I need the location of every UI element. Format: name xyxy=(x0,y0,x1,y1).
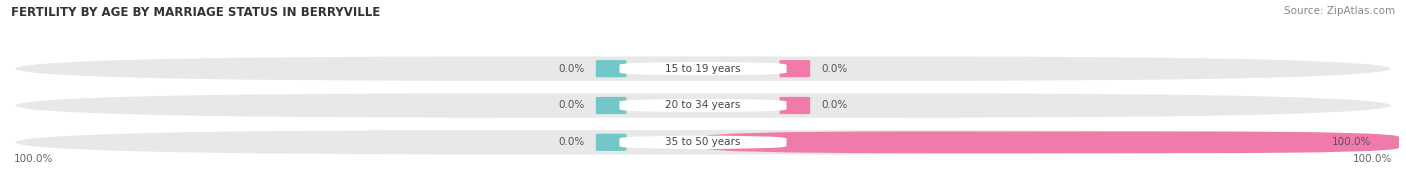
FancyBboxPatch shape xyxy=(620,135,786,149)
FancyBboxPatch shape xyxy=(703,132,1399,153)
FancyBboxPatch shape xyxy=(14,55,1392,82)
FancyBboxPatch shape xyxy=(779,97,810,114)
Text: 20 to 34 years: 20 to 34 years xyxy=(665,101,741,111)
Text: 0.0%: 0.0% xyxy=(558,137,585,147)
Text: 0.0%: 0.0% xyxy=(558,64,585,74)
FancyBboxPatch shape xyxy=(596,134,627,151)
Text: 0.0%: 0.0% xyxy=(821,64,848,74)
Text: 0.0%: 0.0% xyxy=(821,101,848,111)
Text: 100.0%: 100.0% xyxy=(14,154,53,164)
FancyBboxPatch shape xyxy=(596,97,627,114)
Text: 35 to 50 years: 35 to 50 years xyxy=(665,137,741,147)
FancyBboxPatch shape xyxy=(620,62,786,75)
FancyBboxPatch shape xyxy=(596,60,627,77)
Text: 0.0%: 0.0% xyxy=(558,101,585,111)
FancyBboxPatch shape xyxy=(14,92,1392,119)
Text: 15 to 19 years: 15 to 19 years xyxy=(665,64,741,74)
FancyBboxPatch shape xyxy=(620,99,786,112)
FancyBboxPatch shape xyxy=(779,134,810,151)
FancyBboxPatch shape xyxy=(14,129,1392,156)
FancyBboxPatch shape xyxy=(779,60,810,77)
Text: FERTILITY BY AGE BY MARRIAGE STATUS IN BERRYVILLE: FERTILITY BY AGE BY MARRIAGE STATUS IN B… xyxy=(11,6,381,19)
Text: 100.0%: 100.0% xyxy=(1331,137,1371,147)
Text: 100.0%: 100.0% xyxy=(1353,154,1392,164)
Text: Source: ZipAtlas.com: Source: ZipAtlas.com xyxy=(1284,6,1395,16)
